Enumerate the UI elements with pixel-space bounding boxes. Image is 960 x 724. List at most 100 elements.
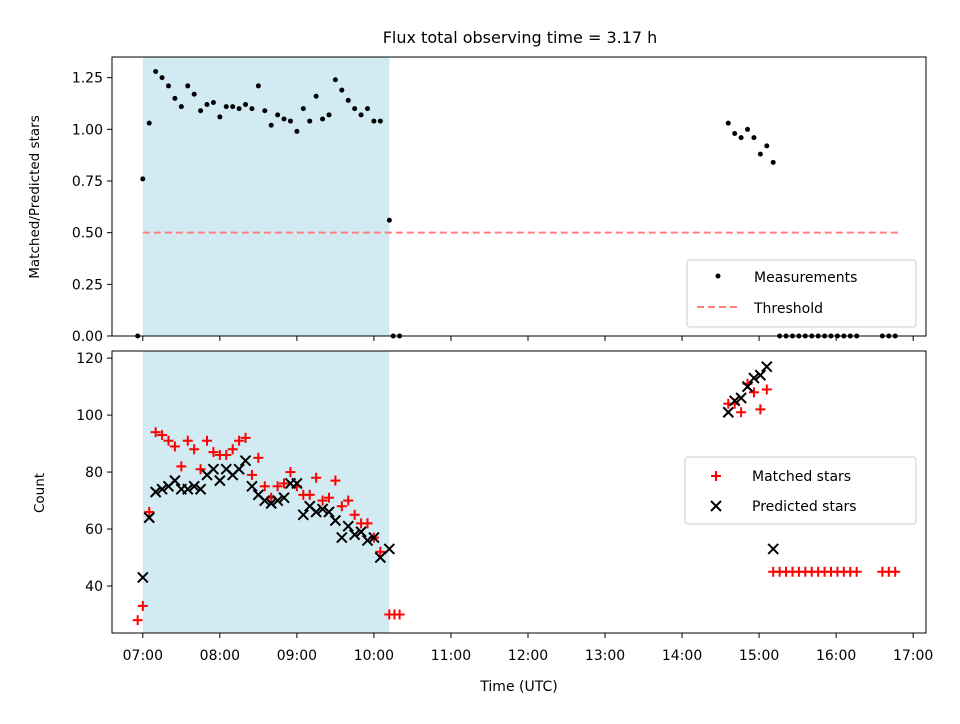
measurement-point xyxy=(281,116,287,122)
matched-point xyxy=(144,506,155,517)
measurement-point xyxy=(198,108,204,114)
predicted-point xyxy=(207,463,220,475)
predicted-point xyxy=(188,480,200,493)
ratio-legend-box xyxy=(686,259,917,328)
predicted-point xyxy=(194,483,207,495)
matched-point xyxy=(394,609,405,620)
measurement-point xyxy=(371,118,377,124)
predicted-point xyxy=(278,491,290,504)
x-tick-label: 15:00 xyxy=(739,648,779,664)
measurement-point xyxy=(358,112,364,118)
measurement-point xyxy=(268,122,274,128)
measurement-point xyxy=(146,120,152,126)
predicted-point xyxy=(722,406,734,418)
x-tick-label: 12:00 xyxy=(508,648,548,664)
legend-measurement-marker xyxy=(715,273,721,279)
matched-point xyxy=(349,509,360,520)
measurement-point xyxy=(725,120,731,126)
ratio-plot-frame xyxy=(111,56,927,337)
measurement-point xyxy=(243,102,249,108)
legend-cross xyxy=(710,500,722,512)
matched-point xyxy=(285,467,296,478)
count-legend-box xyxy=(684,456,917,525)
ratio-y-tick-label: 1.00 xyxy=(72,122,103,138)
measurement-point xyxy=(204,102,210,108)
matched-point xyxy=(279,478,290,489)
measurement-point xyxy=(210,99,216,105)
matched-point xyxy=(132,615,143,626)
matched-point xyxy=(195,464,206,475)
x-tick-label: 17:00 xyxy=(893,648,933,664)
x-tick-label: 08:00 xyxy=(200,648,240,664)
count-y-tick-label: 40 xyxy=(85,579,103,595)
matched-point xyxy=(240,432,251,443)
matched-point xyxy=(189,444,200,455)
legend-measurements: Measurements xyxy=(754,270,857,286)
predicted-point xyxy=(728,395,741,407)
count-legend: Matched stars Predicted stars xyxy=(684,456,917,525)
matched-point xyxy=(208,447,219,458)
legend-threshold: Threshold xyxy=(753,301,823,317)
measurement-point xyxy=(352,106,358,112)
measurement-point xyxy=(300,106,306,112)
predicted-point xyxy=(355,526,367,538)
matched-point xyxy=(202,435,213,446)
measurement-point xyxy=(339,87,345,93)
ratio-y-tick-label: 0.00 xyxy=(72,329,103,345)
chart-title: Flux total observing time = 3.17 h xyxy=(383,28,658,47)
legend-matched: Matched stars xyxy=(752,469,851,485)
count-y-axis-label: Count xyxy=(32,473,48,513)
matched-point xyxy=(330,475,341,486)
predicted-point xyxy=(361,534,374,547)
x-tick-label: 13:00 xyxy=(585,648,625,664)
x-tick-label: 16:00 xyxy=(816,648,856,664)
matched-point xyxy=(169,441,180,452)
ratio-span xyxy=(142,57,390,336)
predicted-point xyxy=(342,520,354,532)
matched-point xyxy=(343,495,354,506)
x-tick-label: 11:00 xyxy=(431,648,471,664)
ratio-legend: Measurements Threshold xyxy=(686,259,917,328)
predicted-series xyxy=(137,360,779,584)
predicted-point xyxy=(741,380,754,393)
predicted-point xyxy=(271,494,284,507)
x-tick-label: 07:00 xyxy=(123,648,163,664)
ratio-y-tick-label: 0.25 xyxy=(72,277,103,293)
predicted-point xyxy=(754,369,767,381)
predicted-point xyxy=(137,571,149,584)
predicted-point xyxy=(735,392,747,404)
measurement-point xyxy=(732,130,738,136)
matched-point xyxy=(221,449,232,460)
legend-predicted: Predicted stars xyxy=(752,499,857,515)
predicted-point xyxy=(246,480,258,493)
measurement-point xyxy=(165,83,171,89)
predicted-point xyxy=(182,483,194,495)
predicted-point xyxy=(383,543,396,555)
count-plot-frame xyxy=(111,350,927,634)
measurement-point xyxy=(159,75,165,81)
matched-series xyxy=(132,378,901,626)
measurement-point xyxy=(307,118,313,124)
measurement-point xyxy=(386,217,392,223)
predicted-point xyxy=(214,474,226,487)
measurement-point xyxy=(313,93,319,99)
measurement-point xyxy=(191,91,197,97)
matched-point xyxy=(137,600,148,611)
measurement-point xyxy=(236,106,242,112)
measurement-point xyxy=(287,118,293,124)
measurement-point xyxy=(217,114,223,120)
predicted-point xyxy=(156,483,168,495)
predicted-point xyxy=(310,506,322,518)
predicted-point xyxy=(259,494,271,507)
count-y-axis: 40 60 80 100 120 xyxy=(76,351,112,595)
predicted-point xyxy=(233,463,245,475)
predicted-point xyxy=(329,514,342,527)
matched-point xyxy=(253,452,264,463)
matched-point xyxy=(761,384,772,395)
matched-point xyxy=(317,495,328,506)
measurement-point xyxy=(377,118,383,124)
measurement-point xyxy=(185,83,191,89)
matched-point xyxy=(272,481,283,492)
matched-point xyxy=(311,472,322,483)
measurement-point xyxy=(249,106,255,112)
